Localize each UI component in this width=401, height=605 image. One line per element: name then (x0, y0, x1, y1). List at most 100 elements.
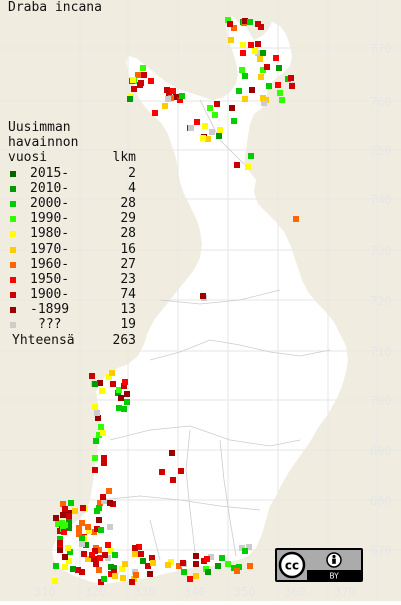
legend-row-label: 2000- (30, 195, 70, 211)
observation-marker (275, 82, 281, 88)
observation-marker (193, 573, 199, 579)
legend-row-count: 28 (120, 195, 136, 211)
observation-marker (179, 93, 185, 99)
observation-marker (101, 498, 107, 504)
easting-grid-label: 340 (184, 585, 206, 599)
northing-grid-label: 670 (370, 544, 392, 558)
legend-heading-row: vuosi lkm (8, 150, 136, 165)
observation-marker (91, 556, 97, 562)
observation-marker (72, 508, 78, 514)
legend-row-label: 1980- (30, 226, 70, 242)
observation-marker (247, 19, 253, 25)
observation-marker (75, 567, 81, 573)
observation-marker (150, 560, 156, 566)
legend: Uusimman havainnon vuosi lkm 2015- 2 2010-… (8, 120, 136, 349)
observation-marker (108, 548, 114, 554)
legend-row-count: 74 (120, 287, 136, 303)
legend-swatch (10, 200, 16, 207)
observation-marker (61, 529, 67, 535)
northing-grid-label: 760 (370, 95, 392, 109)
observation-marker (118, 395, 124, 401)
observation-marker (62, 522, 68, 528)
observation-marker (92, 455, 98, 461)
observation-marker (248, 153, 254, 159)
northing-grid-label: 690 (370, 444, 392, 458)
legend-row-count: 29 (120, 211, 136, 227)
observation-marker (159, 469, 165, 475)
observation-marker (92, 548, 98, 554)
observation-marker (140, 558, 146, 564)
easting-grid-label: 310 (34, 585, 56, 599)
observation-marker (112, 552, 118, 558)
observation-marker (66, 519, 72, 525)
easting-grid-label: 330 (134, 585, 156, 599)
observation-marker (138, 551, 144, 557)
observation-marker (236, 88, 242, 94)
observation-marker (170, 477, 176, 483)
legend-row: -1899 13 (8, 302, 136, 317)
observation-marker (138, 80, 144, 86)
observation-marker (95, 415, 101, 421)
observation-marker (215, 563, 221, 569)
observation-marker (112, 573, 118, 579)
observation-marker (110, 381, 116, 387)
observation-marker (132, 545, 138, 551)
legend-row-count: 16 (120, 241, 136, 257)
observation-marker (289, 83, 295, 89)
observation-marker (94, 526, 100, 532)
legend-swatch (10, 292, 16, 299)
observation-marker (255, 41, 261, 47)
observation-marker (255, 21, 261, 27)
observation-marker (60, 501, 66, 507)
observation-marker (140, 65, 146, 71)
observation-marker (212, 112, 218, 118)
easting-grid-label: 320 (84, 585, 106, 599)
observation-marker (66, 525, 72, 531)
observation-marker (194, 119, 200, 125)
observation-marker (122, 561, 128, 567)
legend-row-label: 1900- (30, 287, 70, 303)
legend-row-count: 27 (120, 256, 136, 272)
observation-marker (216, 133, 222, 139)
observation-marker (193, 561, 199, 567)
legend-row: 2010- 4 (8, 181, 136, 196)
observation-marker (165, 562, 171, 568)
cc-icon (278, 551, 306, 579)
observation-marker (229, 105, 235, 111)
legend-row-label: 2015- (30, 165, 70, 181)
observation-marker (68, 500, 74, 506)
observation-marker (98, 527, 104, 533)
observation-marker (76, 525, 82, 531)
observation-marker (207, 105, 213, 111)
observation-marker (133, 572, 139, 578)
legend-row: 1960- 27 (8, 256, 136, 272)
legend-row: ??? 19 (8, 317, 136, 332)
observation-marker (124, 391, 130, 397)
observation-marker (258, 74, 264, 80)
cc-icon-text: cc (285, 559, 299, 573)
observation-marker (57, 536, 63, 542)
observation-marker (227, 21, 233, 27)
observation-marker (67, 549, 73, 555)
observation-marker (116, 387, 122, 393)
observation-marker (119, 566, 125, 572)
observation-marker (79, 541, 85, 547)
easting-grid-label: 370 (334, 585, 356, 599)
observation-marker (180, 560, 186, 566)
legend-row-count: 4 (128, 180, 136, 196)
legend-row: 2015- 2 (8, 165, 136, 181)
observation-marker (176, 563, 182, 569)
legend-total-label: Yhteensä (12, 332, 75, 348)
legend-row-count: 13 (120, 302, 136, 318)
by-label: BY (329, 571, 339, 580)
observation-marker (76, 531, 82, 537)
observation-marker (92, 404, 98, 410)
observation-marker (97, 380, 103, 386)
observation-marker (66, 513, 72, 519)
observation-marker (264, 64, 270, 70)
observation-marker (89, 552, 95, 558)
legend-row-label: 1960- (30, 256, 70, 272)
legend-swatch (10, 246, 16, 253)
